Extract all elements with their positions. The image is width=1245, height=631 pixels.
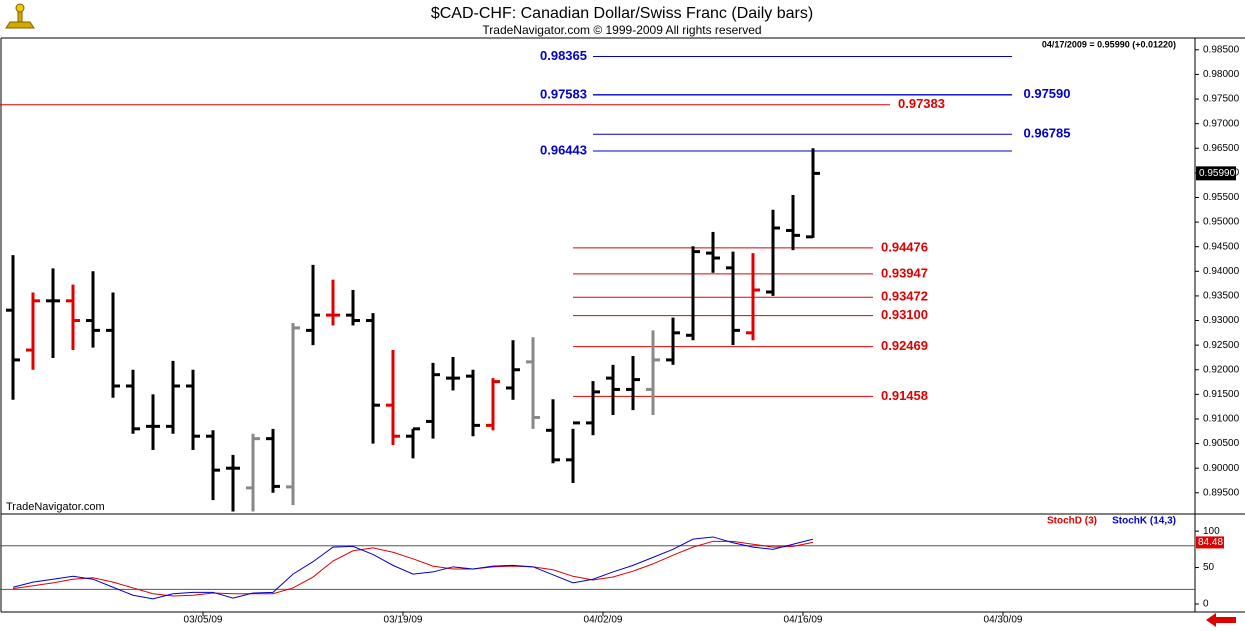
level-label: 0.98365 [540,48,587,63]
y-tick-label: 0.95500 [1203,192,1240,203]
logo [5,3,35,29]
y-tick-label: 0.92000 [1203,364,1240,375]
x-tick-label: 04/16/09 [784,615,823,626]
last-value-label: 84.48 [1198,537,1223,548]
y-tick-label: 0.93000 [1203,315,1240,326]
scroll-arrow[interactable] [1206,613,1236,627]
x-tick-label: 03/19/09 [384,615,423,626]
watermark: TradeNavigator.com [6,501,105,513]
y-tick-label: 0.98500 [1203,44,1240,55]
last-value-box [1196,536,1224,549]
y-tick-label: 0.97500 [1203,94,1240,105]
last-price-box [1196,166,1236,181]
level-label: 0.93100 [881,307,928,322]
y-tick-label: 0.90000 [1203,463,1240,474]
legend-entry: StochD (3) [1047,516,1097,527]
y-tick-label: 0.89500 [1203,487,1240,498]
level-label: 0.94476 [881,239,928,254]
y-tick-label: 50 [1203,562,1215,573]
y-tick-label: 0.91000 [1203,414,1240,425]
y-tick-label: 0 [1203,599,1209,610]
y-tick-label: 0.96500 [1203,143,1240,154]
y-tick-label: 0.95000 [1203,217,1240,228]
level-label: 0.97590 [1024,86,1071,101]
level-label: 0.97383 [898,96,945,111]
level-label: 0.96443 [540,142,587,157]
level-label: 0.96785 [1024,126,1071,141]
y-tick-label: 0.94000 [1203,266,1240,277]
chart-subtitle: TradeNavigator.com © 1999-2009 All right… [482,23,761,37]
y-tick-label: 0.90500 [1203,438,1240,449]
level-label: 0.97583 [540,86,587,101]
y-tick-label: 0.98000 [1203,69,1240,80]
level-label: 0.93947 [881,265,928,280]
x-tick-label: 03/05/09 [184,615,223,626]
legend-entry: StochK (14,3) [1112,516,1176,527]
y-tick-label: 100 [1203,526,1220,537]
y-tick-label: 0.93500 [1203,291,1240,302]
chart-title: $CAD-CHF: Canadian Dollar/Swiss Franc (D… [431,5,813,22]
y-tick-label: 0.92500 [1203,340,1240,351]
header-note: 04/17/2009 = 0.95990 (+0.01220) [1042,39,1176,49]
last-price-label: 0.95990 [1199,168,1236,179]
x-tick-label: 04/02/09 [584,615,623,626]
stoch-line [12,540,814,597]
level-label: 0.92469 [881,338,928,353]
stoch-line [12,536,814,600]
y-tick-label: 0.94500 [1203,241,1240,252]
y-tick-label: 0.97000 [1203,118,1240,129]
x-tick-label: 04/30/09 [984,615,1023,626]
level-label: 0.93472 [881,289,928,304]
y-tick-label: 0.91500 [1203,389,1240,400]
level-label: 0.91458 [881,388,928,403]
